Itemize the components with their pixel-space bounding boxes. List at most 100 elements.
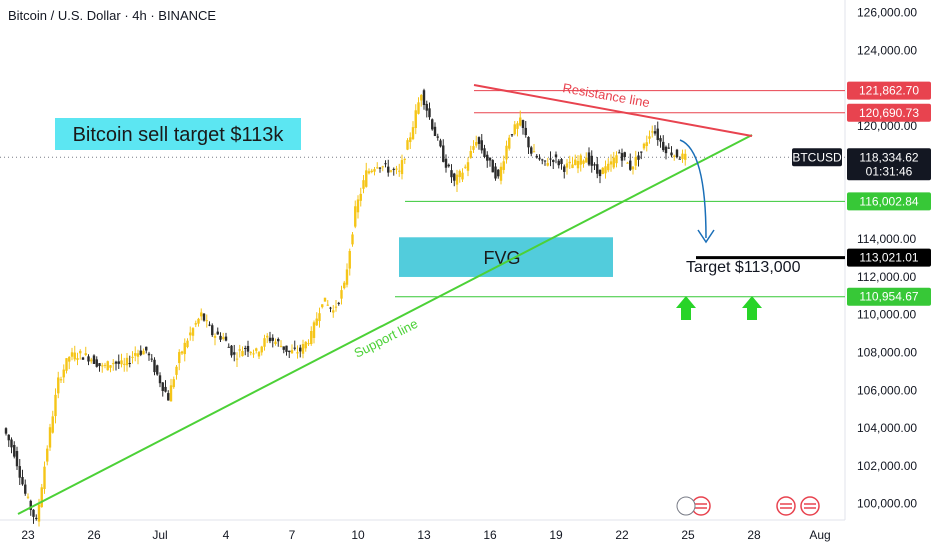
candle-body: [43, 466, 46, 490]
candle-body: [653, 131, 657, 134]
x-tick-label: 13: [417, 528, 431, 542]
candle-body: [26, 496, 30, 498]
candle-body: [664, 146, 668, 154]
candle-body: [365, 170, 368, 187]
candle-body: [343, 282, 346, 289]
candle-body: [241, 351, 244, 357]
candle-body: [145, 346, 148, 351]
candle-body: [13, 445, 16, 457]
candle-body: [587, 152, 591, 165]
candle-body: [557, 160, 560, 166]
projection-arrow: [679, 139, 707, 239]
candle-body: [651, 131, 654, 133]
candle-body: [486, 154, 489, 161]
candle-body: [7, 434, 10, 441]
x-tick-label: 26: [87, 528, 101, 542]
candle-body: [117, 361, 120, 364]
candle-body: [362, 180, 365, 189]
candle-body: [332, 310, 335, 313]
candle-body: [502, 161, 505, 170]
candle-body: [675, 149, 679, 158]
candle-body: [252, 353, 255, 355]
level-price-tag-bg: [847, 192, 931, 211]
candle-body: [296, 352, 299, 354]
candle-body: [125, 357, 129, 366]
candle-body: [598, 169, 602, 177]
x-tick-label: 25: [681, 528, 695, 542]
candle-body: [211, 325, 214, 336]
candle-body: [57, 377, 60, 394]
candle-body: [216, 331, 219, 335]
candle-body: [433, 126, 437, 137]
candle-body: [128, 363, 131, 365]
candle-body: [167, 393, 170, 401]
candle-body: [334, 306, 338, 308]
event-icon: [676, 496, 696, 516]
candle-body: [439, 140, 442, 147]
candle-body: [227, 346, 230, 348]
candle-body: [120, 360, 123, 365]
candle-body: [263, 338, 266, 347]
candle-body: [472, 146, 475, 150]
candle-body: [455, 174, 459, 185]
candle-body: [670, 152, 673, 156]
candle-body: [626, 162, 629, 164]
fvg-zone: [399, 237, 613, 277]
candle-body: [315, 318, 318, 326]
candle-body: [246, 345, 250, 352]
candle-body: [59, 379, 63, 381]
candle-body: [200, 312, 203, 317]
candle-body: [469, 150, 472, 158]
candle-body: [290, 350, 294, 354]
candle-body: [618, 152, 621, 154]
candle-body: [79, 350, 82, 354]
candle-body: [208, 324, 211, 326]
support-line: [17, 134, 753, 515]
candle-body: [480, 140, 483, 151]
candle-body: [637, 155, 640, 160]
candle-body: [310, 331, 313, 344]
candle-body: [409, 137, 412, 143]
up-arrow-icon: [742, 296, 762, 320]
candle-body: [233, 352, 236, 355]
candle-body: [667, 147, 670, 149]
candle-body: [326, 304, 329, 306]
candle-body: [532, 151, 536, 153]
candle-body: [499, 166, 503, 181]
candle-body: [51, 416, 54, 433]
projection-arrow-head: [697, 229, 715, 244]
candle-body: [95, 359, 98, 367]
candle-body: [183, 342, 186, 355]
candle-body: [398, 170, 401, 172]
candle-body: [582, 160, 585, 164]
candle-body: [389, 170, 393, 172]
candle-body: [574, 159, 577, 165]
candle-body: [301, 344, 305, 354]
x-tick-label: 16: [483, 528, 497, 542]
candle-body: [395, 168, 398, 170]
candle-body: [321, 304, 324, 308]
candle-body: [521, 120, 525, 128]
candle-body: [249, 352, 252, 354]
candle-body: [76, 358, 79, 360]
candle-body: [40, 487, 43, 508]
candle-body: [458, 170, 461, 178]
countdown-tag: 01:31:46: [866, 164, 913, 178]
candle-body: [477, 137, 481, 144]
candle-body: [147, 353, 151, 356]
candle-body: [205, 320, 208, 322]
candle-body: [131, 356, 134, 358]
candle-body: [543, 160, 547, 162]
candle-body: [288, 350, 291, 353]
x-tick-label: Jul: [152, 528, 167, 542]
candle-body: [271, 337, 274, 341]
candle-body: [420, 95, 423, 101]
candle-body: [549, 158, 552, 160]
candle-body: [153, 359, 156, 373]
candle-body: [106, 361, 109, 371]
candle-body: [230, 345, 233, 356]
candle-body: [565, 163, 569, 168]
candle-body: [98, 363, 101, 367]
y-tick-label: 106,000.00: [857, 383, 917, 397]
